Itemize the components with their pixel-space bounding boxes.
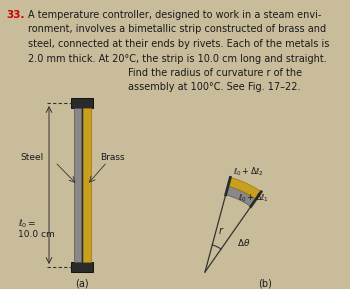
Polygon shape	[71, 98, 93, 108]
Text: 33.: 33.	[6, 10, 24, 20]
Text: (b): (b)	[258, 278, 272, 288]
Text: Brass: Brass	[100, 153, 125, 162]
Text: steel, connected at their ends by rivets. Each of the metals is: steel, connected at their ends by rivets…	[28, 39, 329, 49]
Text: Find the radius of curvature r of the: Find the radius of curvature r of the	[128, 68, 302, 78]
Text: 10.0 cm: 10.0 cm	[18, 230, 55, 239]
Polygon shape	[228, 177, 261, 199]
Text: $\ell_0=$: $\ell_0=$	[18, 218, 36, 231]
Text: $\ell_0 + \Delta\ell_2$: $\ell_0 + \Delta\ell_2$	[233, 165, 264, 178]
Polygon shape	[74, 108, 81, 262]
Text: A temperature controller, designed to work in a steam envi-: A temperature controller, designed to wo…	[28, 10, 321, 20]
Text: ronment, involves a bimetallic strip constructed of brass and: ronment, involves a bimetallic strip con…	[28, 25, 326, 34]
Text: (a): (a)	[75, 278, 89, 288]
Text: assembly at 100°C. See Fig. 17–22.: assembly at 100°C. See Fig. 17–22.	[128, 82, 301, 92]
Text: Steel: Steel	[20, 153, 43, 162]
Text: r: r	[218, 226, 222, 236]
Text: $\ell_0 + \Delta\ell_1$: $\ell_0 + \Delta\ell_1$	[238, 192, 270, 204]
Text: $\Delta\theta$: $\Delta\theta$	[237, 236, 251, 247]
Polygon shape	[83, 108, 91, 262]
Polygon shape	[71, 262, 93, 272]
Polygon shape	[226, 186, 256, 207]
Text: 2.0 mm thick. At 20°C, the strip is 10.0 cm long and straight.: 2.0 mm thick. At 20°C, the strip is 10.0…	[28, 53, 327, 64]
